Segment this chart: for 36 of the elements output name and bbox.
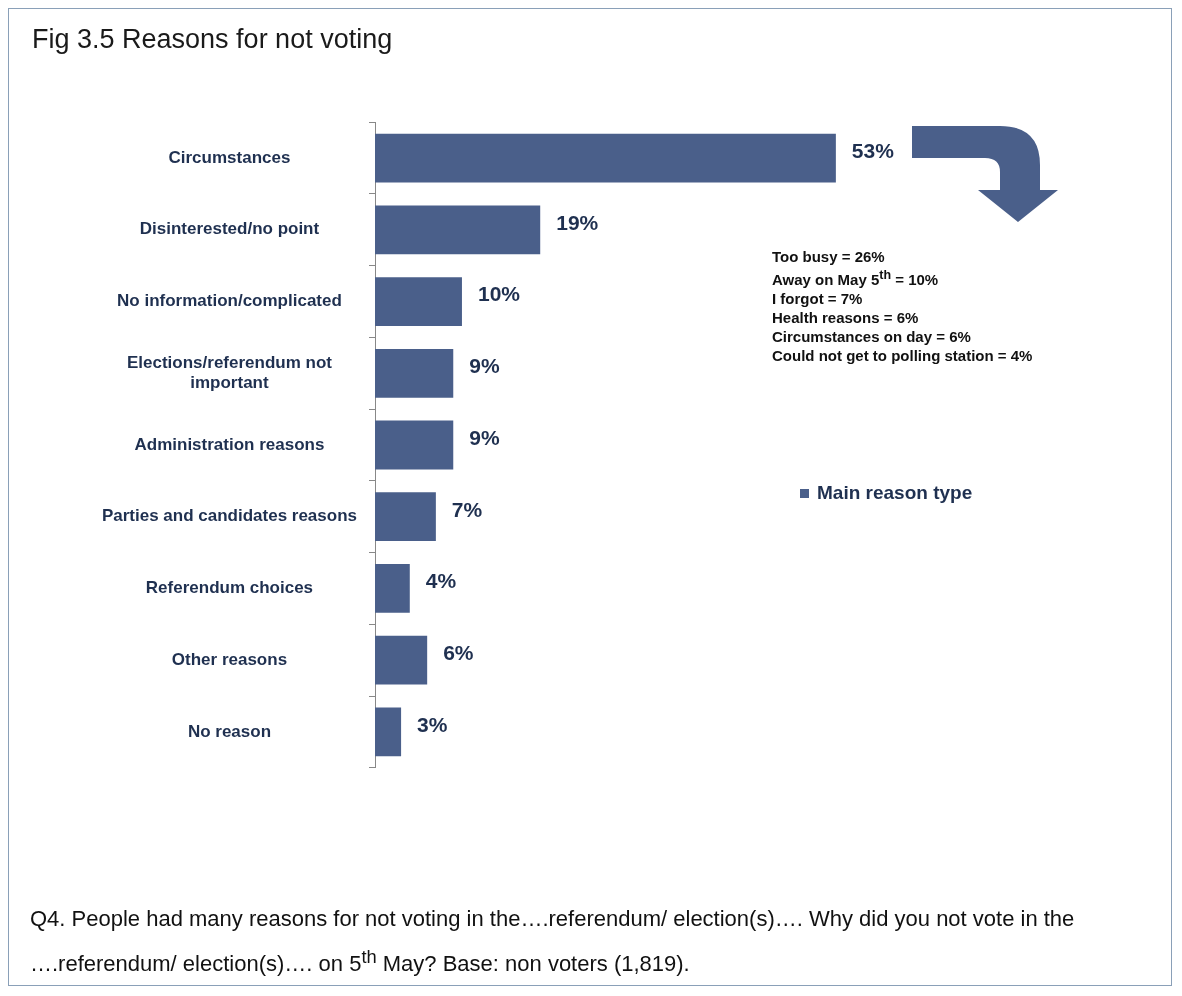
data-label: 3%	[417, 712, 448, 736]
y-tick-label: Parties and candidates reasons	[101, 506, 357, 526]
bar	[375, 205, 541, 255]
annotation: Too busy = 26%	[772, 247, 886, 266]
data-label: 9%	[469, 425, 500, 449]
bar	[375, 133, 836, 183]
y-tick-label: No information/complicated	[117, 291, 342, 311]
y-tick-label: Elections/referendum not important	[126, 352, 333, 393]
annotation: Away on May 5$^{th}$ = 10%	[772, 267, 940, 289]
y-tick-label: Disinterested/no point	[139, 219, 320, 239]
y-tick-label: Circumstances	[168, 147, 291, 167]
bar	[375, 277, 462, 326]
text: Q4. People had many reasons for not voting in the….referendum/ election(s)…. Why did you not vote in the ….referendum/ election(s)…. on 5$^{th}$ May? Base: non voters (1,819).	[30, 905, 1076, 979]
data-label: 6%	[443, 641, 474, 664]
bar	[375, 492, 436, 542]
y-tick-label: Other reasons	[171, 649, 288, 669]
data-label: 4%	[425, 569, 457, 593]
y-tick-label: No reason	[187, 721, 272, 741]
y-tick-label: Administration reasons	[134, 434, 325, 454]
data-label: 19%	[556, 210, 599, 234]
bar	[375, 635, 428, 685]
bar	[375, 420, 454, 470]
bar	[375, 348, 454, 398]
data-label: 10%	[477, 282, 521, 306]
annotation: I forgot = 7%	[772, 289, 864, 308]
annotation: Circumstances on day = 6%	[772, 327, 972, 346]
bar	[375, 564, 410, 613]
annotation: Could not get to polling station = 4%	[772, 346, 1033, 365]
legend-label: Main reason type	[817, 482, 973, 504]
data-label: 53%	[851, 138, 895, 162]
annotation: Health reasons = 6%	[772, 308, 920, 327]
data-label: 9%	[469, 354, 500, 378]
chart-title: Fig 3.5 Reasons for not voting	[32, 24, 393, 55]
bar	[375, 707, 402, 757]
data-label: 7%	[451, 497, 483, 521]
y-tick-label: Referendum choices	[145, 578, 314, 598]
